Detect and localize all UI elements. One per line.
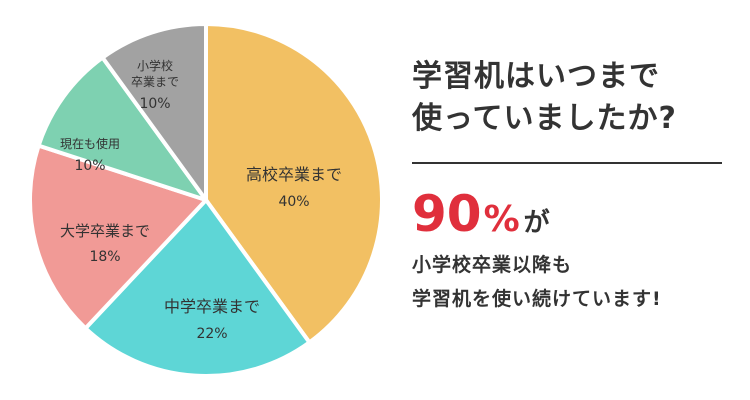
slice-label: 現在も使用 [60,136,120,151]
slice-value-label: 10% [139,96,170,112]
summary-text: 小学校卒業以降も 学習机を使い続けています! [412,248,732,316]
pie-slice [100,22,208,202]
pie-slice [83,198,312,378]
slice-value-label: 40% [278,194,309,210]
slice-value-label: 22% [196,326,227,342]
pie-slice [204,22,384,345]
pie-chart: 高校卒業まで 40% 中学卒業まで 22% 大学卒業まで 18% 現在も使用 10% 小学校卒業… [28,22,384,378]
summary-line-2: 学習机を使い続けています! [412,288,662,310]
divider-line [412,162,722,164]
pie-slice [36,55,208,202]
highlight-stat: 90% が [412,186,732,242]
slice-label: 卒業まで [131,75,179,89]
pie-slice [28,143,208,331]
slice-label: 中学卒業まで [164,297,260,316]
slice-label: 大学卒業まで [60,222,150,240]
slice-value-label: 18% [89,249,120,265]
summary-line-1: 小学校卒業以降も [412,254,573,276]
highlight-suffix: が [523,208,550,238]
survey-question: 学習机はいつまで 使っていましたか? [412,59,677,136]
highlight-number: 90 [412,185,482,243]
slice-label: 高校卒業まで [246,165,342,184]
slice-value-label: 10% [74,158,105,174]
highlight-unit: % [483,199,520,240]
slice-label: 小学校 [137,58,173,73]
survey-text-panel: 学習机はいつまで 使っていましたか? 90% が 小学校卒業以降も 学習机を使い続… [412,56,732,316]
